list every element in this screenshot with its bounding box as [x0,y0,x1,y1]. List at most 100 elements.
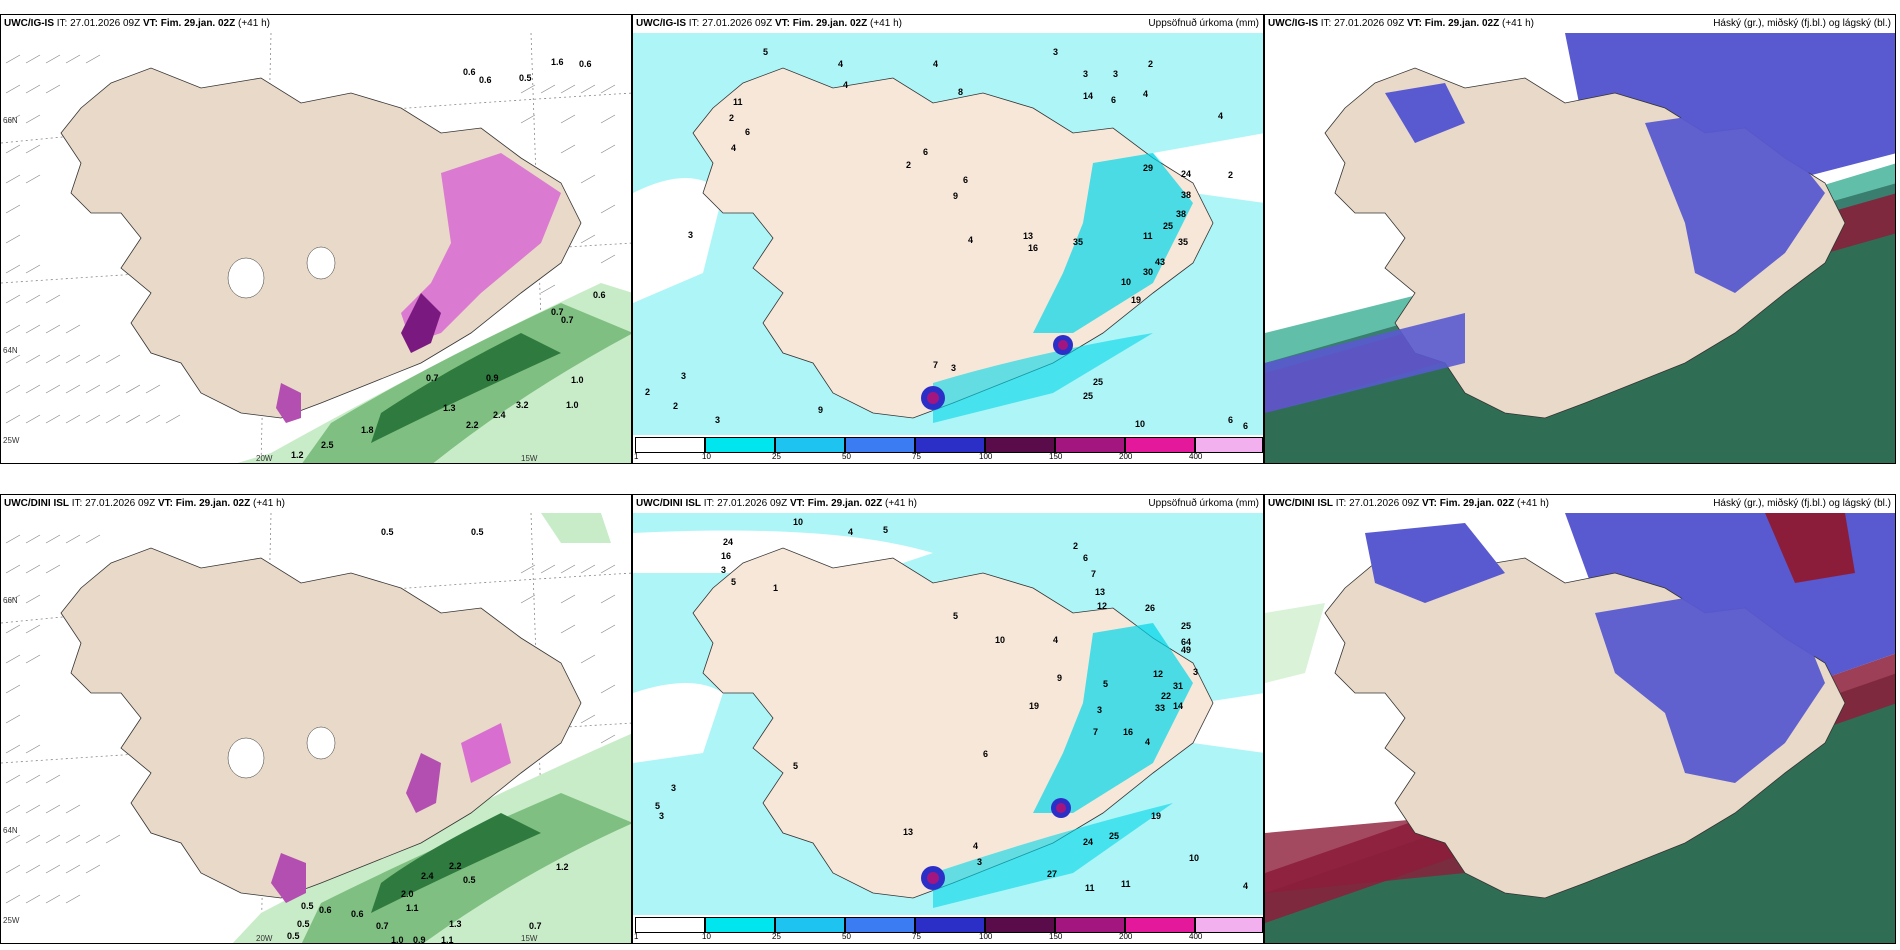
wind-map: 66N 64N 20W 15W 25W 0.6 0.6 0.5 1.6 0.6 … [1,33,631,463]
colorbar-label: 100 [979,932,993,941]
colorbar-swatch [915,917,985,933]
wind-panel-row1: UWC/IG-IS IT: 27.01.2026 09Z VT: Fim. 29… [0,14,632,464]
svg-text:4: 4 [1218,111,1223,121]
svg-text:2: 2 [1073,541,1078,551]
svg-text:6: 6 [923,147,928,157]
svg-text:1.3: 1.3 [443,403,456,413]
svg-text:2: 2 [645,387,650,397]
svg-text:66N: 66N [3,596,18,605]
svg-text:64N: 64N [3,346,18,355]
svg-text:15W: 15W [521,934,538,943]
svg-text:16: 16 [1123,727,1133,737]
colorbar-swatch [1125,437,1195,453]
svg-text:24: 24 [723,537,733,547]
wind-map: 66N 64N 20W 15W 25W 0.5 0.5 0.5 0.6 0.6 … [1,513,631,943]
colorbar-swatch [775,917,845,933]
svg-text:27: 27 [1047,869,1057,879]
svg-text:10: 10 [1135,419,1145,429]
cloud-map [1265,33,1895,463]
svg-text:11: 11 [1085,883,1095,893]
svg-text:6: 6 [1228,415,1233,425]
svg-text:7: 7 [933,360,938,370]
svg-text:43: 43 [1155,257,1165,267]
svg-text:11: 11 [733,97,743,107]
cloud-map [1265,513,1895,943]
precip-panel-row2: UWC/DINI ISL IT: 27.01.2026 09Z VT: Fim.… [632,494,1264,944]
colorbar-swatch [705,437,775,453]
colorbar-swatch [1125,917,1195,933]
svg-text:6: 6 [1111,95,1116,105]
svg-text:4: 4 [968,235,973,245]
svg-text:0.6: 0.6 [479,75,492,85]
svg-text:20W: 20W [256,934,273,943]
svg-text:10: 10 [793,517,803,527]
svg-text:13: 13 [1095,587,1105,597]
svg-text:26: 26 [1145,603,1155,613]
svg-text:24: 24 [1181,169,1191,179]
svg-text:0.9: 0.9 [486,373,499,383]
colorbar-swatch [985,917,1055,933]
svg-text:0.5: 0.5 [463,875,476,885]
svg-text:19: 19 [1029,701,1039,711]
svg-text:1.0: 1.0 [571,375,584,385]
svg-text:3: 3 [1083,69,1088,79]
svg-text:6: 6 [1083,553,1088,563]
svg-text:35: 35 [1178,237,1188,247]
svg-text:4: 4 [843,80,848,90]
svg-text:7: 7 [1091,569,1096,579]
svg-text:2: 2 [673,401,678,411]
precip-title: Uppsöfnuð úrkoma (mm) [1148,18,1259,29]
svg-text:1.0: 1.0 [566,400,579,410]
colorbar-swatch [845,917,915,933]
svg-text:0.7: 0.7 [376,921,389,931]
svg-text:2: 2 [1228,170,1233,180]
svg-text:0.5: 0.5 [471,527,484,537]
svg-text:10: 10 [1121,277,1131,287]
svg-text:10: 10 [995,635,1005,645]
svg-text:13: 13 [903,827,913,837]
svg-text:12: 12 [1153,669,1163,679]
svg-text:1.2: 1.2 [556,862,569,872]
svg-text:64N: 64N [3,826,18,835]
colorbar-label: 10 [702,932,711,941]
svg-text:9: 9 [1057,673,1062,683]
colorbar-label: 1 [634,932,639,941]
svg-text:6: 6 [963,175,968,185]
precip-title: Uppsöfnuð úrkoma (mm) [1148,498,1259,509]
svg-text:1.3: 1.3 [449,919,462,929]
svg-text:0.7: 0.7 [551,307,564,317]
svg-text:5: 5 [1103,679,1108,689]
colorbar-swatch [1195,437,1263,453]
svg-text:0.7: 0.7 [561,315,574,325]
svg-text:0.5: 0.5 [287,931,300,941]
panel-title: UWC/DINI ISL IT: 27.01.2026 09Z VT: Fim.… [1,495,631,513]
svg-text:2.2: 2.2 [449,861,462,871]
svg-text:2.2: 2.2 [466,420,479,430]
svg-text:1: 1 [773,583,778,593]
svg-text:31: 31 [1173,681,1183,691]
colorbar-label: 1 [634,452,639,461]
svg-text:16: 16 [721,551,731,561]
svg-text:10: 10 [1189,853,1199,863]
svg-text:3: 3 [671,783,676,793]
colorbar-label: 10 [702,452,711,461]
panel-title: UWC/IG-IS IT: 27.01.2026 09Z VT: Fim. 29… [1,15,631,33]
svg-text:4: 4 [1053,635,1058,645]
svg-text:0.7: 0.7 [529,921,542,931]
svg-text:0.5: 0.5 [297,919,310,929]
svg-text:4: 4 [1145,737,1150,747]
svg-text:0.5: 0.5 [519,73,532,83]
svg-text:3: 3 [977,857,982,867]
svg-text:66N: 66N [3,116,18,125]
svg-text:6: 6 [745,127,750,137]
svg-text:4: 4 [731,143,736,153]
precip-map: 5 4 4 4 3 3 3 2 14 6 4 11 2 6 4 6 2 8 9 … [633,33,1263,437]
panel-title: UWC/DINI ISL IT: 27.01.2026 09Z VT: Fim.… [1265,495,1895,513]
colorbar-label: 100 [979,452,993,461]
svg-text:3: 3 [1053,47,1058,57]
svg-text:49: 49 [1181,645,1191,655]
svg-text:1.1: 1.1 [406,903,419,913]
precip-map: 10 4 5 24 16 3 5 1 2 6 7 13 12 26 25 49 … [633,513,1263,917]
svg-text:3: 3 [721,565,726,575]
svg-text:24: 24 [1083,837,1093,847]
